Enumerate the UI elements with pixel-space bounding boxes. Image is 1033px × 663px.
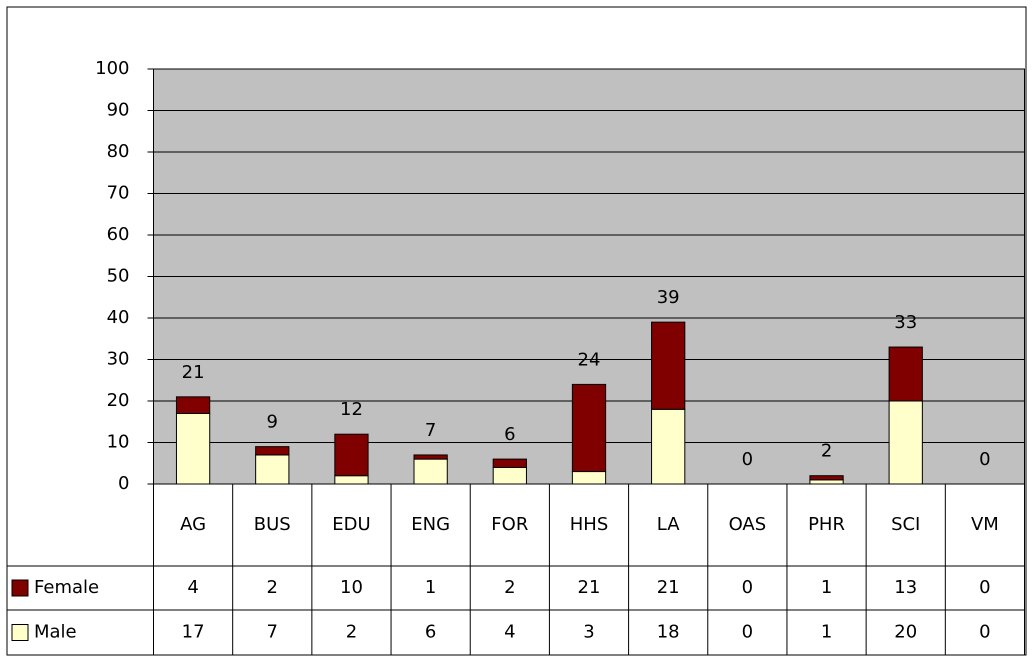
total-label: 0 xyxy=(979,449,990,470)
bar-segment xyxy=(255,446,290,456)
x-tick-label: AG xyxy=(180,514,206,535)
y-tick-label: 80 xyxy=(107,141,130,162)
table-cell: 4 xyxy=(504,622,515,643)
total-label: 7 xyxy=(425,420,436,441)
x-tick-label: EDU xyxy=(332,514,370,535)
x-tick-label: HHS xyxy=(570,514,609,535)
total-label: 9 xyxy=(267,412,278,433)
x-tick-label: SCI xyxy=(891,514,920,535)
bar-segment xyxy=(651,321,686,410)
y-tick-label: 50 xyxy=(107,266,130,287)
bar-segment xyxy=(571,471,607,485)
bar-segment xyxy=(492,466,527,485)
y-tick-label: 40 xyxy=(107,307,130,328)
table-cell: 17 xyxy=(182,622,205,643)
table-cell: 1 xyxy=(425,577,436,598)
legend-label: Male xyxy=(34,622,77,643)
y-tick-label: 0 xyxy=(118,473,129,494)
table-cell: 18 xyxy=(657,622,680,643)
total-label: 0 xyxy=(742,449,753,470)
bar-segment xyxy=(651,408,686,485)
table-cell: 13 xyxy=(894,577,917,598)
table-cell: 0 xyxy=(742,622,753,643)
total-label: 6 xyxy=(504,424,515,445)
y-tick-label: 70 xyxy=(107,183,130,204)
x-tick-label: BUS xyxy=(254,514,291,535)
table-cell: 7 xyxy=(267,622,278,643)
table-cell: 2 xyxy=(267,577,278,598)
table-cell: 1 xyxy=(821,622,832,643)
bar-segment xyxy=(492,458,527,468)
table-cell: 2 xyxy=(504,577,515,598)
bar-segment xyxy=(175,396,211,414)
bar-segment xyxy=(809,475,844,481)
table-cell: 0 xyxy=(979,622,990,643)
total-label: 12 xyxy=(340,399,363,420)
total-label: 39 xyxy=(657,287,680,308)
bar-segment xyxy=(255,454,290,485)
table-cell: 21 xyxy=(657,577,680,598)
bar-segment xyxy=(334,433,369,477)
table-cell: 0 xyxy=(979,577,990,598)
bar-segment xyxy=(809,479,844,485)
total-label: 21 xyxy=(182,362,205,383)
x-tick-label: OAS xyxy=(729,514,767,535)
y-tick-label: 100 xyxy=(95,58,129,79)
x-tick-label: VM xyxy=(971,514,999,535)
table-cell: 21 xyxy=(578,577,601,598)
table-cell: 1 xyxy=(821,577,832,598)
total-label: 33 xyxy=(894,312,917,333)
x-tick-label: LA xyxy=(657,514,680,535)
table-cell: 10 xyxy=(340,577,363,598)
legend-key xyxy=(11,624,29,641)
bar-segment xyxy=(888,400,923,485)
table-cell: 2 xyxy=(346,622,357,643)
total-label: 2 xyxy=(821,441,832,462)
y-tick-label: 60 xyxy=(107,224,130,245)
y-tick-label: 30 xyxy=(107,349,130,370)
total-label: 24 xyxy=(578,349,601,370)
bar-segment xyxy=(888,346,923,402)
legend-key xyxy=(11,579,29,597)
table-cell: 6 xyxy=(425,622,436,643)
legend-label: Female xyxy=(34,577,99,598)
table-cell: 4 xyxy=(187,577,198,598)
bar-segment xyxy=(334,475,369,485)
table-cell: 0 xyxy=(742,577,753,598)
bar-segment xyxy=(413,458,448,485)
bar-segment xyxy=(175,412,211,485)
y-tick-label: 20 xyxy=(107,390,130,411)
y-tick-label: 10 xyxy=(107,432,130,453)
x-tick-label: ENG xyxy=(411,514,450,535)
x-tick-label: PHR xyxy=(808,514,845,535)
x-tick-label: FOR xyxy=(491,514,528,535)
table-cell: 20 xyxy=(894,622,917,643)
table-cell: 3 xyxy=(583,622,594,643)
bar-segment xyxy=(571,383,607,473)
y-tick-label: 90 xyxy=(107,100,130,121)
bar-segment xyxy=(413,454,448,460)
